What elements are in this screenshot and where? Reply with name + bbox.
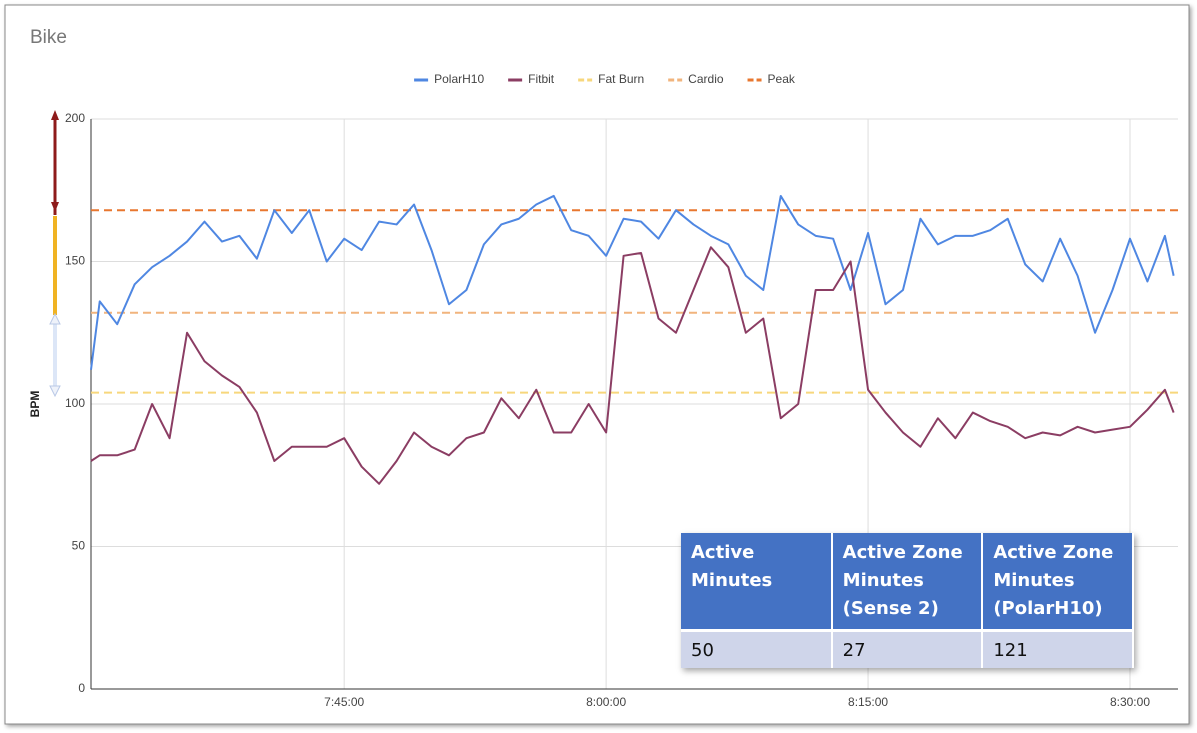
cell: 27 bbox=[831, 629, 984, 668]
table-header: Active Minutes Active Zone Minutes (Sens… bbox=[681, 533, 1134, 631]
legend-label: Fitbit bbox=[528, 72, 555, 86]
y-tick-label: 150 bbox=[65, 254, 85, 268]
series-line bbox=[90, 194, 1175, 370]
x-tick-label: 8:00:00 bbox=[586, 695, 626, 709]
cell: 50 bbox=[681, 629, 833, 668]
x-tick-label: 8:15:00 bbox=[848, 695, 888, 709]
x-tick-label: 7:45:00 bbox=[324, 695, 364, 709]
legend-label: Cardio bbox=[688, 72, 724, 86]
header-cell: Active Zone Minutes (PolarH10) bbox=[982, 533, 1134, 631]
y-tick-label: 0 bbox=[78, 681, 85, 695]
y-tick-label: 50 bbox=[72, 539, 86, 553]
zone-arrows bbox=[49, 110, 61, 398]
x-tick-label: 8:30:00 bbox=[1110, 695, 1150, 709]
table-row: 50 27 121 bbox=[681, 629, 1134, 668]
legend-label: Fat Burn bbox=[598, 72, 644, 86]
header-cell: Active Minutes bbox=[681, 533, 833, 631]
legend-label: Peak bbox=[768, 72, 796, 86]
legend-label: PolarH10 bbox=[434, 72, 484, 86]
header-cell: Active Zone Minutes (Sense 2) bbox=[831, 533, 984, 631]
series-line bbox=[90, 246, 1175, 485]
y-axis-label: BPM bbox=[28, 391, 42, 418]
plot: 0 50 100 150 200 7:45:00 8:00:00 8:15:00 8:30:00 bbox=[65, 111, 1178, 709]
y-tick-label: 200 bbox=[65, 111, 85, 125]
y-tick-label: 100 bbox=[65, 396, 85, 410]
cell: 121 bbox=[982, 629, 1134, 668]
summary-table: Active Minutes Active Zone Minutes (Sens… bbox=[681, 533, 1134, 668]
legend: PolarH10 Fitbit Fat Burn Cardio Peak bbox=[414, 72, 796, 86]
chart-title: Bike bbox=[30, 27, 67, 48]
